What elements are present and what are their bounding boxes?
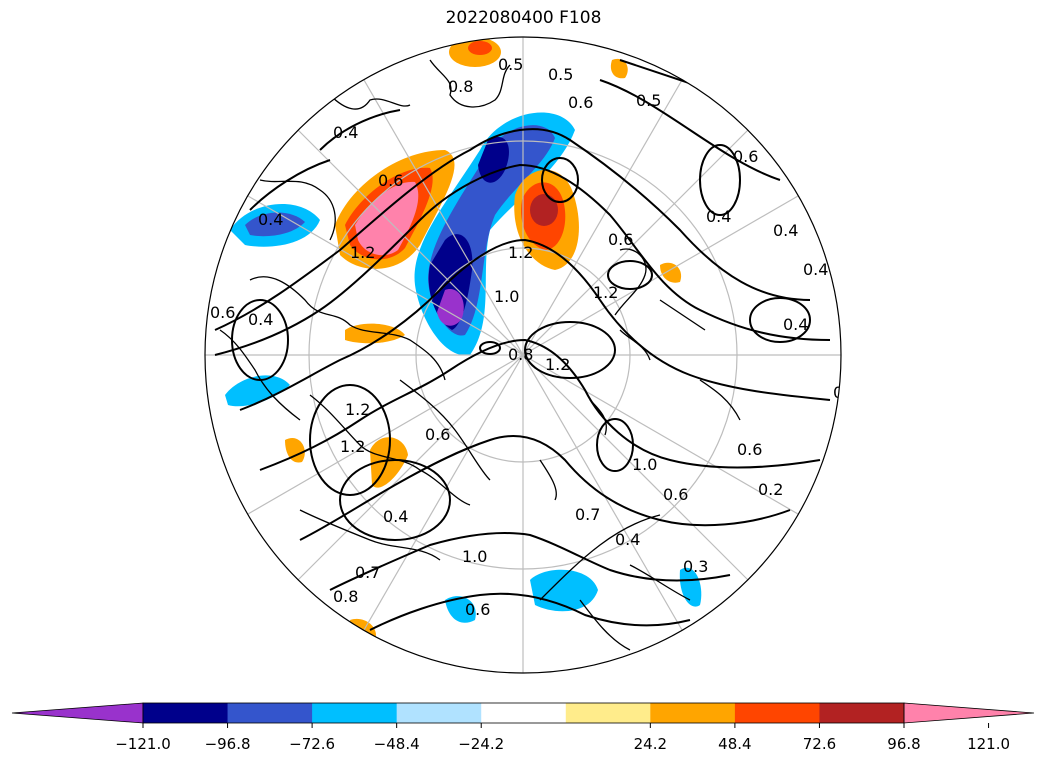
positive-anomaly (370, 437, 408, 488)
colorbar-tick-label: 72.6 (802, 735, 837, 753)
contour-label: 0.4 (783, 315, 808, 334)
colorbar-swatches (11, 702, 1035, 728)
contour-label: 0.5 (548, 65, 573, 84)
positive-anomaly (660, 262, 682, 283)
colorbar-swatch (481, 703, 567, 723)
colorbar-swatch (227, 703, 313, 723)
contour-label: 0.4 (773, 221, 798, 240)
colorbar-tick-label: −48.4 (373, 735, 420, 753)
colorbar-tick-label: −24.2 (458, 735, 505, 753)
contour-label: 0.6 (608, 230, 633, 249)
contour-label: 0.6 (568, 93, 593, 112)
contour-label: 0.8 (508, 345, 533, 364)
colorbar-swatch (312, 703, 398, 723)
colorbar-swatch (734, 703, 820, 723)
colorbar-extend-max (903, 702, 1035, 724)
contour-label: 0.4 (333, 123, 358, 142)
contour-labels: 0.5 0.5 0.6 0.5 0.4 0.6 0.6 0.6 0.4 0.4 … (210, 55, 858, 619)
contour-label: 1.2 (340, 437, 365, 456)
contour-label: 0.5 (636, 91, 661, 110)
positive-anomaly (610, 58, 628, 79)
contour-label: 1.0 (462, 547, 487, 566)
height-contours (214, 59, 831, 631)
contour-label: 0.6 (465, 600, 490, 619)
contour-label: 0.6 (425, 425, 450, 444)
contour-label: 1.0 (632, 455, 657, 474)
coastlines (219, 59, 741, 651)
colorbar-tick-label: −72.6 (289, 735, 336, 753)
colorbar-swatch (565, 703, 651, 723)
contour-label: 1.2 (593, 283, 618, 302)
contour-label: 0.8 (333, 587, 358, 606)
contour-label: 0.4 (258, 210, 283, 229)
colorbar-swatch (143, 703, 229, 723)
map-boundary (204, 36, 842, 674)
contour-label: 1.2 (345, 400, 370, 419)
contour-label: 0.6 (378, 171, 403, 190)
contour-label: 0.6 (733, 147, 758, 166)
positive-anomaly (468, 41, 492, 55)
positive-anomaly (345, 323, 405, 344)
contour-label: 0.4 (248, 310, 273, 329)
colorbar (11, 702, 1035, 728)
colorbar-swatch (396, 703, 482, 723)
colorbar-tick-label: −121.0 (115, 735, 171, 753)
contour-label: 0.6 (663, 485, 688, 504)
negative-anomaly (225, 375, 290, 407)
contour-label: 0.4 (615, 530, 640, 549)
chart-title: 2022080400 F108 (445, 8, 602, 28)
colorbar-tick-label: 48.4 (718, 735, 752, 753)
colorbar-tick-label: −96.8 (204, 735, 251, 753)
colorbar-extend-min (11, 702, 144, 724)
contour-label: 0.4 (833, 383, 858, 402)
polar-map: 0.5 0.5 0.6 0.5 0.4 0.6 0.6 0.6 0.4 0.4 … (204, 36, 858, 674)
negative-anomaly (245, 212, 305, 237)
negative-anomaly (445, 596, 476, 623)
contour-label: 1.2 (508, 243, 533, 262)
contour-label: 1.2 (350, 243, 375, 262)
positive-anomaly (530, 194, 558, 226)
contour-label: 0.8 (448, 77, 473, 96)
colorbar-swatch (650, 703, 736, 723)
contour-label: 0.2 (758, 480, 783, 499)
contour-label: 0.3 (683, 557, 708, 576)
negative-anomaly (478, 136, 509, 183)
contour-label: 1.0 (494, 287, 519, 306)
contour-label: 0.4 (803, 260, 828, 279)
colorbar-tick-label: 96.8 (887, 735, 921, 753)
colorbar-tick-label: 24.2 (633, 735, 668, 753)
contour-label: 0.4 (706, 207, 731, 226)
positive-anomaly (285, 438, 305, 463)
contour-label: 0.6 (737, 440, 762, 459)
contour-label: 0.6 (210, 303, 235, 322)
contour-label: 0.7 (575, 505, 600, 524)
contour-label: 0.5 (498, 55, 523, 74)
colorbar-tick-label: 121.0 (967, 735, 1011, 753)
colorbar-swatch (819, 703, 905, 723)
contour-label: 0.4 (383, 507, 408, 526)
colorbar-outline (142, 702, 905, 724)
contour-label: 1.2 (545, 355, 570, 374)
contour-label: 0.7 (355, 563, 380, 582)
